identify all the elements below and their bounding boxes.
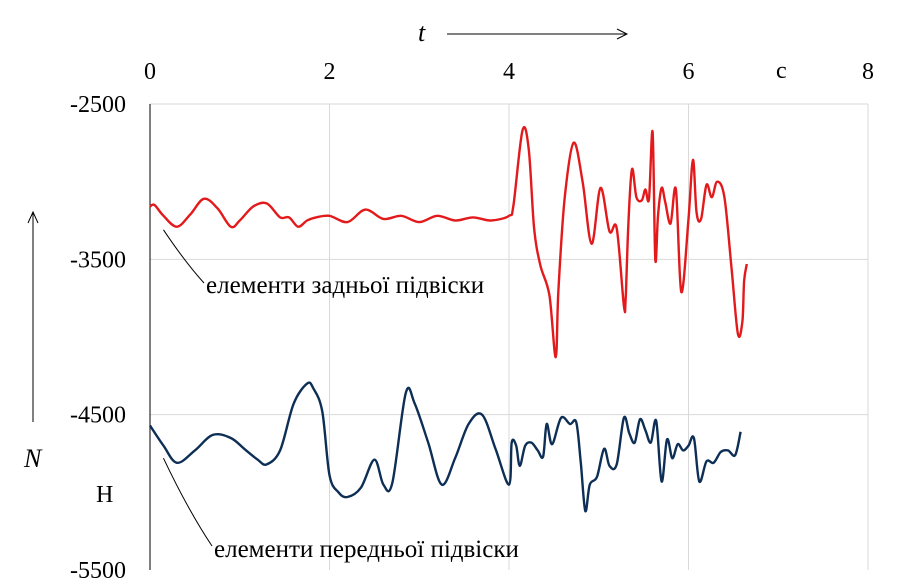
x-tick-label: 6: [683, 59, 695, 85]
x-tick-label: 4: [503, 59, 515, 85]
series-line-rear: [149, 125, 748, 359]
grid-lines: [150, 103, 869, 570]
y-axis-arrowhead: [27, 210, 39, 224]
front-label-leader: [163, 457, 213, 547]
series-line-front: [148, 381, 742, 513]
y-axis-unit: Н: [96, 482, 113, 508]
x-axis-symbol: t: [418, 18, 426, 47]
annotation-leaders: [163, 229, 213, 547]
x-tick-label: 2: [324, 59, 336, 85]
x-tick-labels: 0 2 4 6 8: [144, 59, 874, 85]
front-suspension-label: елементи передньої підвіски: [214, 536, 519, 563]
x-axis-arrowhead: [616, 28, 629, 40]
x-tick-label: 8: [862, 59, 874, 85]
y-tick-labels: -2500 -3500 -4500 -5500: [70, 92, 126, 584]
rear-suspension-label: елементи задньої підвіски: [206, 272, 484, 299]
y-tick-label: -4500: [70, 403, 126, 429]
y-tick-label: -2500: [70, 92, 126, 118]
series-lines: [148, 125, 748, 513]
y-axis-symbol: N: [23, 444, 43, 473]
rear-label-leader: [163, 229, 205, 284]
x-tick-label: 0: [144, 59, 156, 85]
y-tick-label: -5500: [70, 558, 126, 584]
x-axis-unit: с: [776, 58, 787, 84]
y-tick-label: -3500: [70, 247, 126, 273]
